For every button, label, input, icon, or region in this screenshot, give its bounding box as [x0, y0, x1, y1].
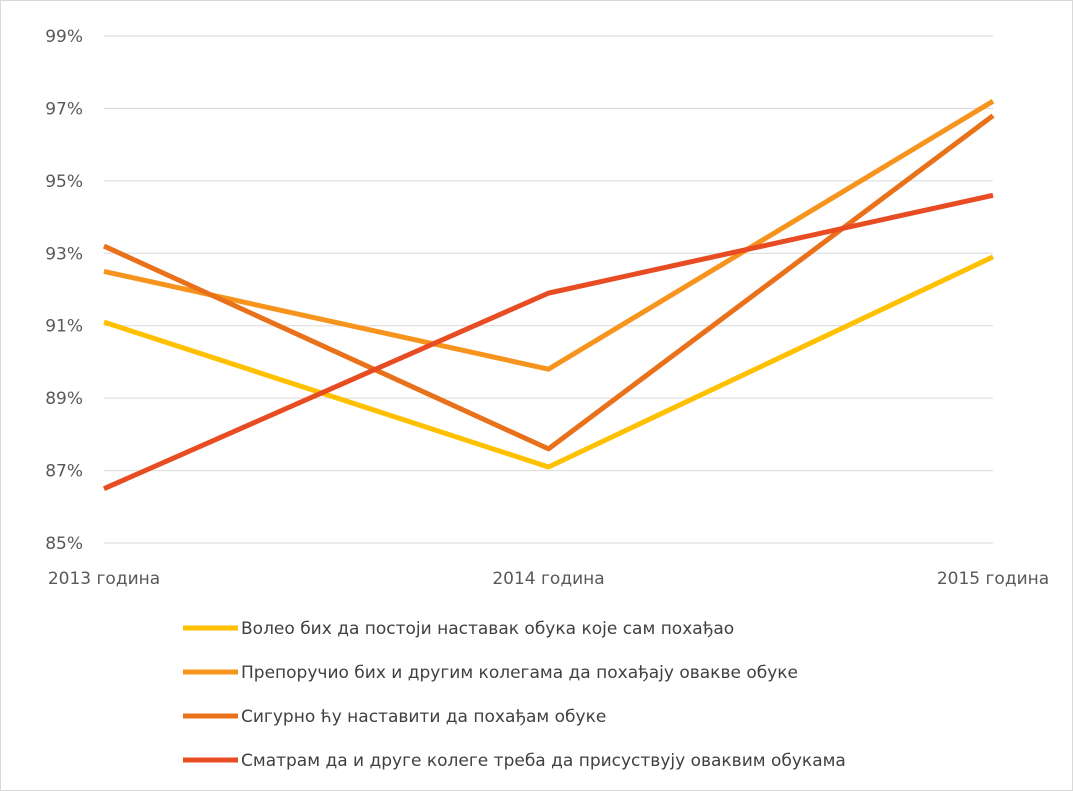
legend-item: Волео бих да постоји наставак обука које…: [183, 619, 734, 639]
y-tick-label: 91%: [45, 317, 83, 337]
legend-item: Препоручио бих и другим колегама да поха…: [183, 663, 798, 683]
x-axis-tick-labels: 2013 година 2014 година 2015 година: [48, 569, 1049, 589]
series-line-3: [102, 113, 995, 452]
series-line-2: [103, 99, 995, 372]
legend-label: Сигурно ћу наставити да похађам обуке: [241, 707, 606, 727]
y-tick-label: 95%: [45, 172, 83, 192]
y-tick-label: 87%: [45, 462, 83, 482]
legend-item: Сматрам да и друге колеге треба да прису…: [183, 751, 846, 771]
y-tick-label: 97%: [45, 99, 83, 119]
series-line-4: [102, 192, 994, 491]
legend-label: Сматрам да и друге колеге треба да прису…: [241, 751, 846, 771]
legend-label: Волео бих да постоји наставак обука које…: [241, 619, 734, 639]
legend-item: Сигурно ћу наставити да похађам обуке: [183, 707, 606, 727]
x-tick-label: 2013 година: [48, 569, 160, 589]
x-tick-label: 2014 година: [492, 569, 604, 589]
gridlines: [104, 35, 993, 544]
x-tick-label: 2015 година: [937, 569, 1049, 589]
legend-label: Препоручио бих и другим колегама да поха…: [241, 663, 798, 683]
series-line-1: [103, 254, 995, 470]
y-tick-label: 85%: [45, 534, 83, 554]
y-tick-label: 93%: [45, 244, 83, 264]
y-tick-label: 99%: [45, 27, 83, 47]
y-tick-label: 89%: [45, 389, 83, 409]
legend: Волео бих да постоји наставак обука које…: [183, 619, 846, 771]
series-lines: [102, 99, 995, 491]
y-axis-tick-labels: 85% 87% 89% 91% 93% 95% 97% 99%: [45, 27, 83, 554]
